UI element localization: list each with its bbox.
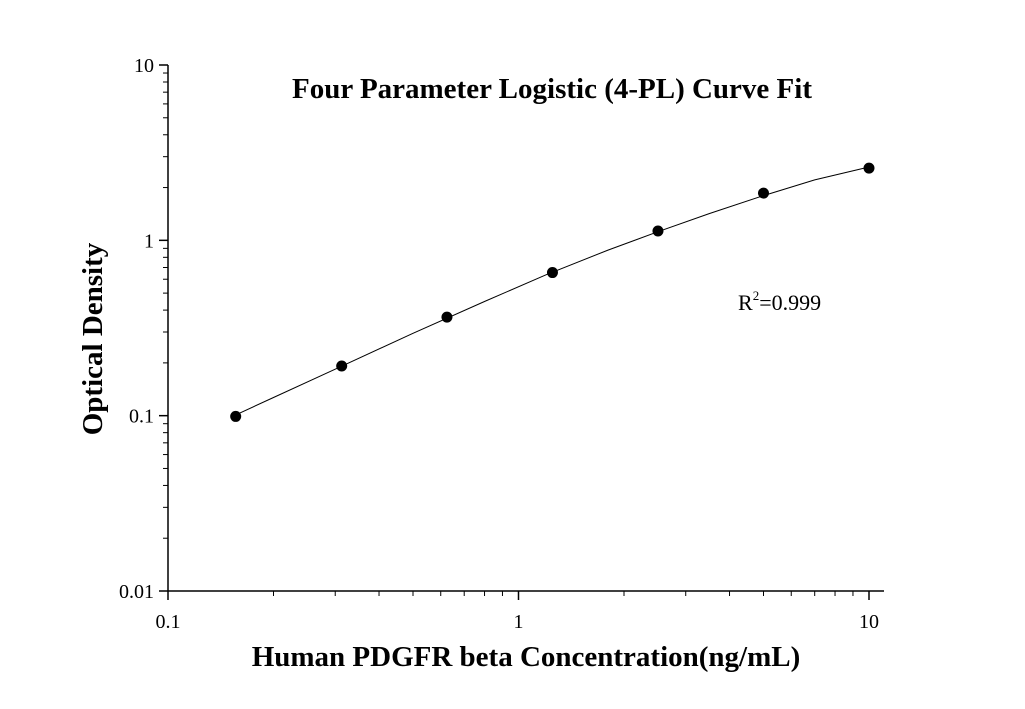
data-point bbox=[757, 187, 769, 199]
data-point bbox=[863, 162, 875, 174]
data-point bbox=[441, 311, 453, 323]
r-squared-base: R bbox=[738, 290, 753, 315]
r-squared-annotation: R2=0.999 bbox=[738, 288, 821, 315]
axes bbox=[167, 65, 884, 592]
fit-curve bbox=[235, 166, 870, 416]
data-points bbox=[230, 162, 875, 422]
y-tick-label: 10 bbox=[134, 55, 154, 77]
data-point bbox=[652, 225, 664, 237]
y-tick-label: 0.1 bbox=[129, 406, 154, 428]
x-axis-title: Human PDGFR beta Concentration(ng/mL) bbox=[252, 641, 801, 673]
chart-title: Four Parameter Logistic (4-PL) Curve Fit bbox=[292, 73, 812, 105]
data-point bbox=[230, 410, 242, 422]
y-tick-label: 0.01 bbox=[119, 581, 154, 603]
axis-ticks bbox=[159, 64, 870, 600]
r-squared-value: =0.999 bbox=[759, 290, 821, 315]
y-axis-title: Optical Density bbox=[77, 242, 109, 435]
r-squared-superscript: 2 bbox=[753, 288, 760, 303]
x-tick-label: 1 bbox=[514, 611, 524, 633]
x-tick-label: 10 bbox=[859, 611, 879, 633]
y-tick-label: 1 bbox=[144, 230, 154, 252]
data-point bbox=[336, 360, 348, 372]
x-tick-label: 0.1 bbox=[156, 611, 181, 633]
data-point bbox=[546, 267, 558, 279]
